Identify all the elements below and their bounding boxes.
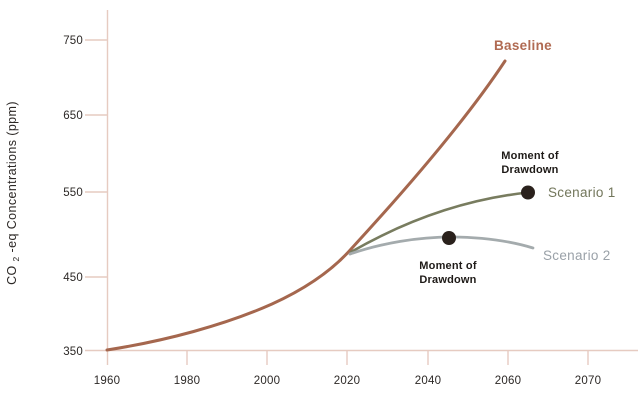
y-tick-label-450: 450 <box>63 272 83 284</box>
baseline-label: Baseline <box>494 38 552 53</box>
scenario1-curve <box>349 191 530 254</box>
x-tick-label-2020: 2020 <box>334 375 360 387</box>
x-tick-label-2000: 2000 <box>254 375 280 387</box>
y-tick-label-750: 750 <box>63 35 83 47</box>
scenario2-annotation-line2: Drawdown <box>419 274 476 286</box>
y-tick-label-650: 650 <box>63 110 83 122</box>
y-tick-label-550: 550 <box>63 187 83 199</box>
y-axis-title-sub: 2 <box>11 256 21 261</box>
x-tick-label-1960: 1960 <box>94 375 120 387</box>
y-tick-label-350: 350 <box>63 346 83 358</box>
scenario1-drawdown-annotation: Moment of Drawdown <box>501 150 559 176</box>
scenario1-annotation-line1: Moment of <box>501 150 559 162</box>
x-tick-label-1980: 1980 <box>174 375 200 387</box>
x-tick-label-2040: 2040 <box>415 375 441 387</box>
scenario2-drawdown-annotation: Moment of Drawdown <box>419 260 477 286</box>
scenario1-label: Scenario 1 <box>548 185 616 200</box>
scenario2-annotation-line1: Moment of <box>419 260 477 272</box>
scenario2-drawdown-dot <box>442 231 456 245</box>
y-axis-title-rest: -eq Concentrations (ppm) <box>5 101 19 252</box>
x-tick-label-2060: 2060 <box>495 375 521 387</box>
x-tick-label-2070: 2070 <box>575 375 601 387</box>
y-tick-labels: 750 650 550 450 350 <box>63 35 83 358</box>
series-curves <box>105 59 535 352</box>
x-tick-labels: 1960 1980 2000 2020 2040 2060 2070 <box>94 375 601 387</box>
baseline-curve <box>105 59 507 352</box>
y-axis-title-co: CO <box>5 265 19 285</box>
y-axis-title: CO 2 -eq Concentrations (ppm) <box>5 101 22 285</box>
scenario2-curve <box>348 235 535 256</box>
scenario2-label: Scenario 2 <box>543 248 611 263</box>
scenario1-drawdown-dot <box>521 185 535 200</box>
axes <box>85 10 638 365</box>
scenario1-annotation-line2: Drawdown <box>501 164 558 176</box>
